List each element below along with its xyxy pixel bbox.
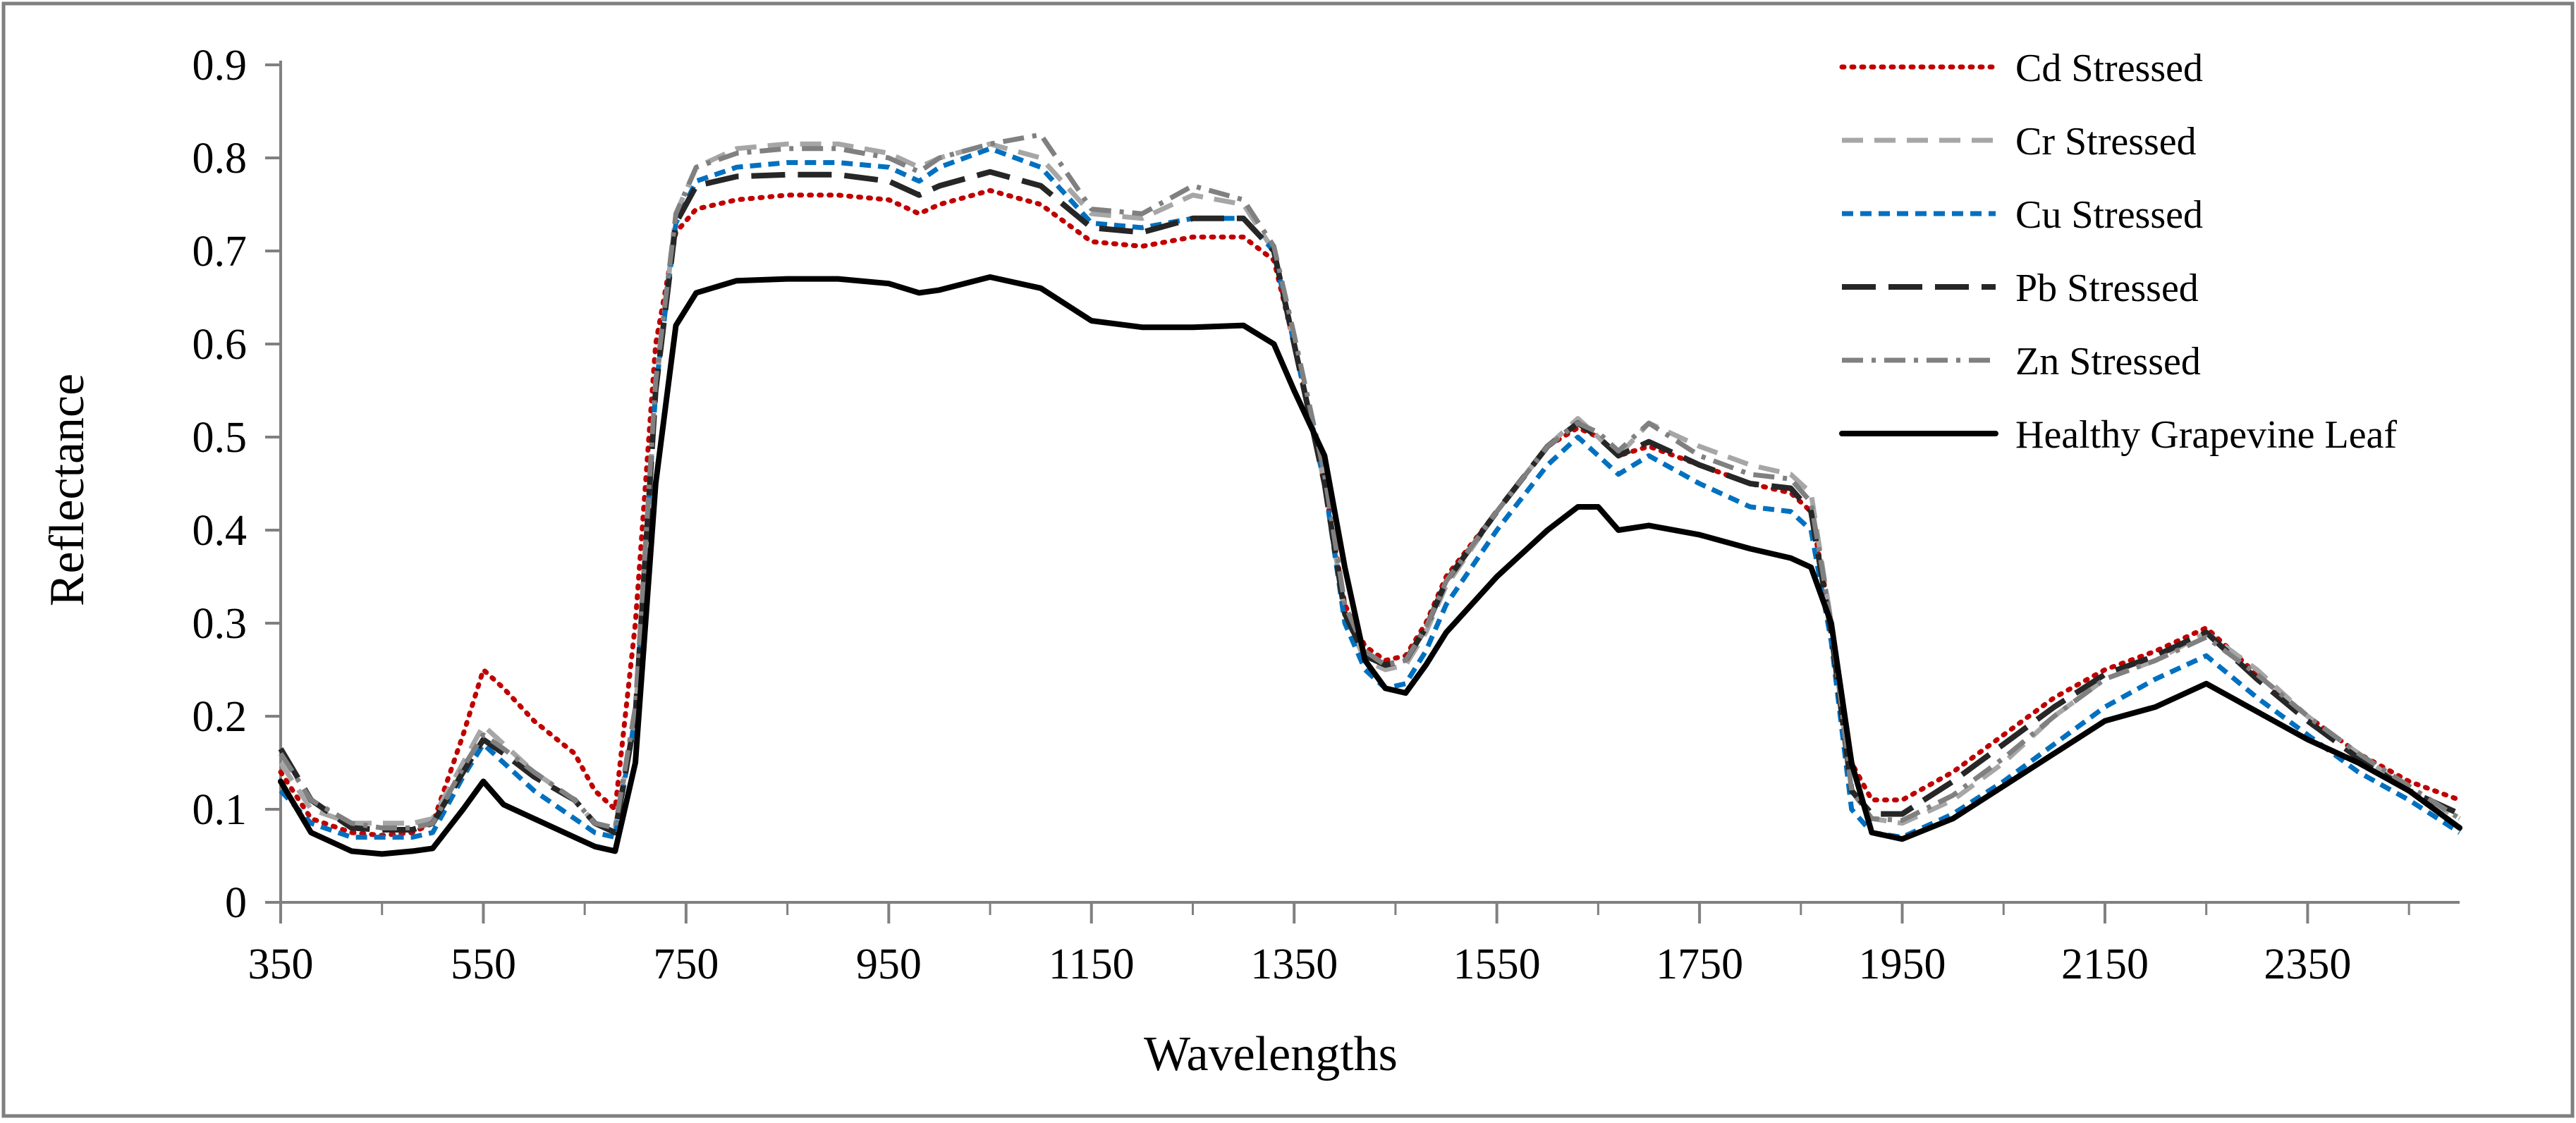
y-tick-label: 0.2: [193, 693, 248, 741]
y-tick-label: 0.5: [193, 414, 248, 462]
y-tick-label: 0.7: [193, 228, 248, 276]
y-tick-label: 0.8: [193, 135, 248, 183]
x-tick-label: 2150: [2061, 940, 2149, 988]
series-line-cr-stressed: [279, 141, 2461, 830]
series-line-pb-stressed: [278, 168, 2461, 835]
x-tick-label: 1150: [1049, 940, 1135, 988]
y-tick-label: 0: [225, 879, 247, 927]
x-tick-label: 1950: [1859, 940, 1946, 988]
y-tick-label: 0.3: [193, 600, 248, 648]
series-line-healthy-grapevine-leaf: [278, 274, 2462, 857]
x-tick-label: 550: [451, 940, 516, 988]
x-tick-label: 1550: [1453, 940, 1541, 988]
y-tick-label: 0.9: [193, 42, 248, 90]
y-tick-label: 0.1: [193, 786, 248, 834]
x-tick-label: 1750: [1656, 940, 1743, 988]
legend-label-zn-stressed: Zn Stressed: [2015, 340, 2201, 383]
x-axis-title: Wavelengths: [1144, 1027, 1398, 1081]
x-tick-label: 2350: [2264, 940, 2351, 988]
x-tick-label: 750: [653, 940, 719, 988]
y-axis-title: Reflectance: [40, 374, 94, 606]
legend-label-cr-stressed: Cr Stressed: [2015, 120, 2197, 164]
x-tick-label: 950: [856, 940, 922, 988]
y-tick-label: 0.4: [193, 507, 248, 555]
series-layer: [278, 132, 2462, 857]
legend-label-healthy-grapevine-leaf: Healthy Grapevine Leaf: [2015, 413, 2397, 457]
axes-layer: 0 0.1 0.2 0.3 0.4 0.5 0.6 0.7 0.8 0.9 350 550 750 950…: [193, 42, 2460, 988]
x-tick-label: 350: [248, 940, 314, 988]
legend: Cd Stressed Cr Stressed Cu Stressed Pb Stre…: [1839, 47, 2397, 457]
x-tick-label: 1350: [1250, 940, 1338, 988]
y-tick-label: 0.6: [193, 321, 248, 369]
legend-label-pb-stressed: Pb Stressed: [2015, 266, 2199, 310]
legend-label-cu-stressed: Cu Stressed: [2015, 193, 2203, 237]
legend-label-cd-stressed: Cd Stressed: [2015, 47, 2203, 90]
